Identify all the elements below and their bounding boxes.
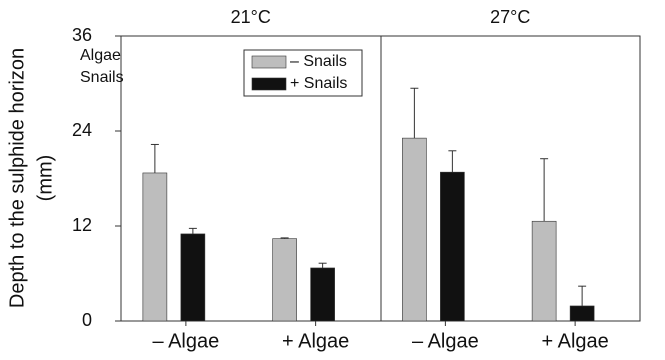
legend-label: – Snails xyxy=(290,53,347,70)
legend-swatch xyxy=(251,77,287,91)
x-tick-label: – Algae xyxy=(153,330,220,352)
panel-title: 27°C xyxy=(490,7,530,27)
y-axis-label: (mm) xyxy=(34,155,56,202)
bar xyxy=(440,171,465,322)
legend-label: + Snails xyxy=(290,75,347,92)
annotation: Snails xyxy=(80,69,124,86)
bar xyxy=(569,305,595,322)
panel-title: 21°C xyxy=(231,7,271,27)
bar xyxy=(531,220,557,322)
bar xyxy=(180,233,206,322)
x-tick-label: + Algae xyxy=(541,330,608,352)
bar xyxy=(272,238,297,322)
y-tick-label: 36 xyxy=(72,25,92,45)
y-tick-label: 24 xyxy=(72,120,92,140)
y-tick-label: 0 xyxy=(82,310,92,330)
bar xyxy=(310,267,335,322)
y-axis-label: Depth to the sulphide horizon xyxy=(6,48,28,308)
x-tick-label: – Algae xyxy=(412,330,479,352)
bar xyxy=(142,172,168,322)
x-tick-label: + Algae xyxy=(282,330,349,352)
bar xyxy=(402,137,427,322)
annotation: Algae xyxy=(80,47,121,64)
y-tick-label: 12 xyxy=(72,215,92,235)
legend-swatch xyxy=(251,55,287,69)
